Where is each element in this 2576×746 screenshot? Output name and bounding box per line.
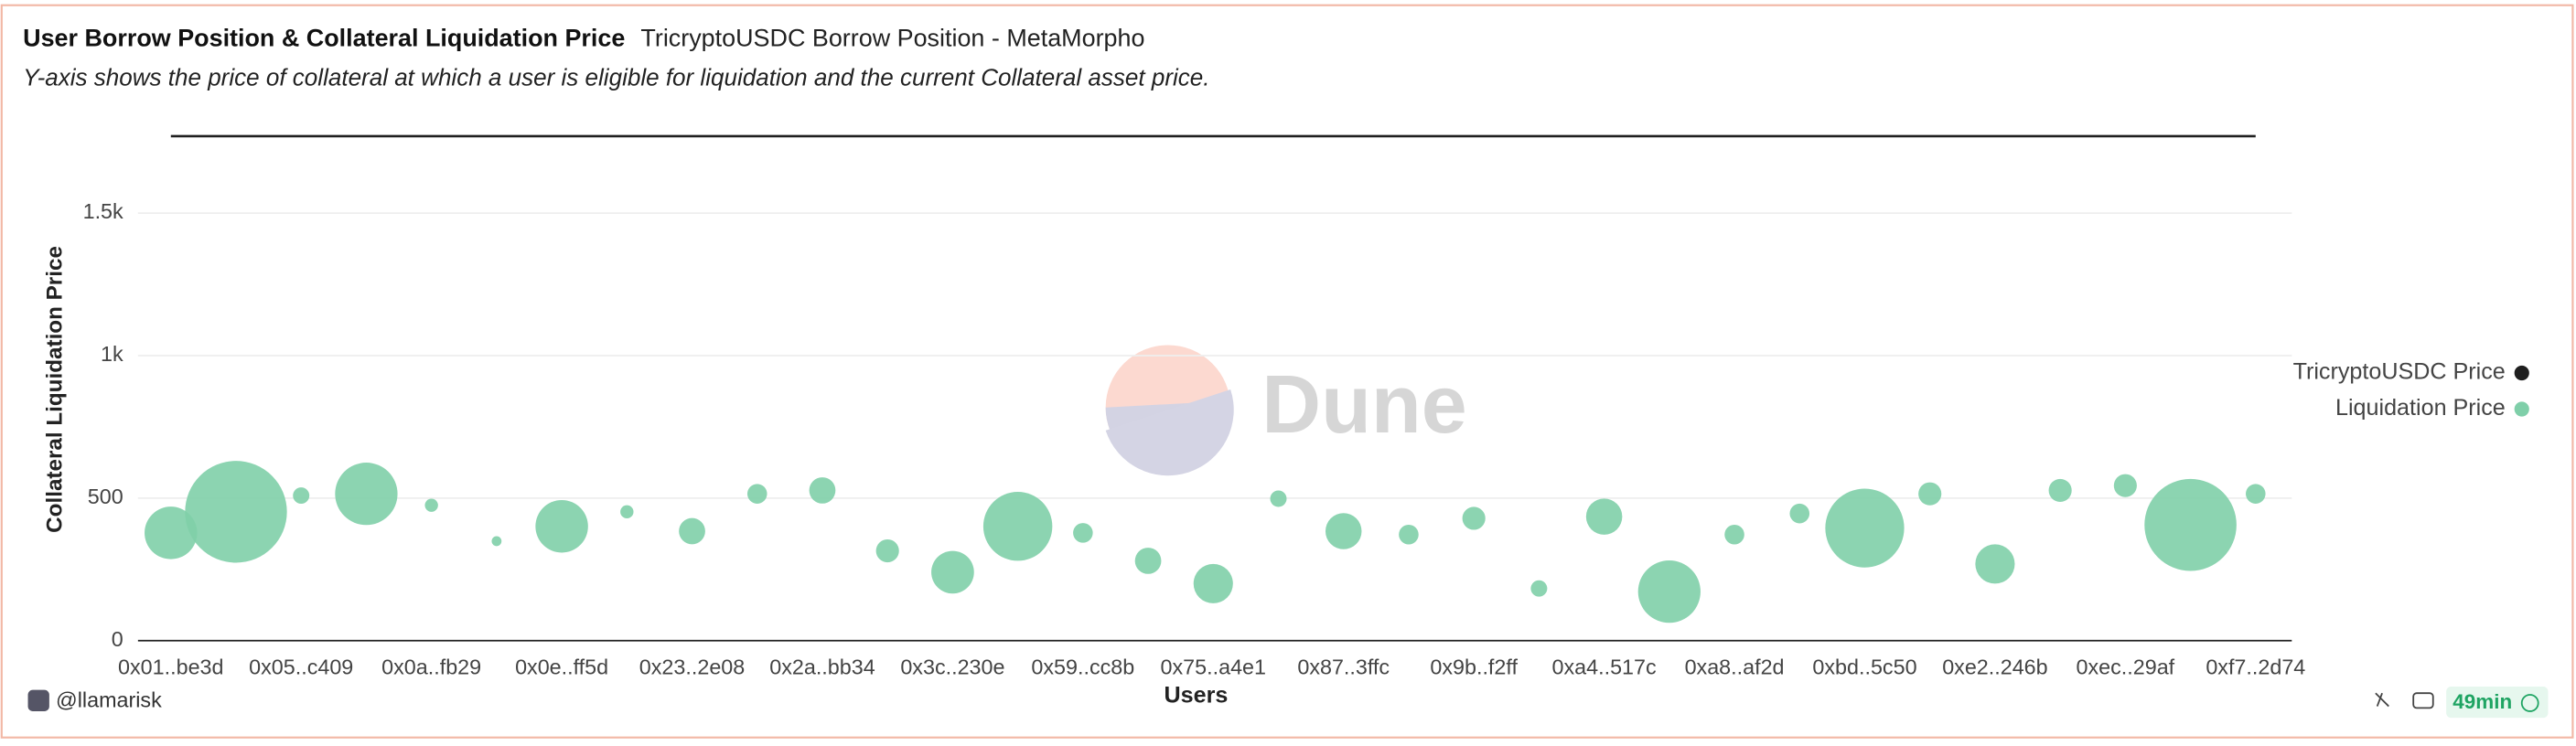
age: 49min [2453,690,2512,713]
legend-swatch [2514,401,2529,417]
x-tick-label: 0x2a..bb34 [769,655,875,678]
bubble [1073,523,1093,543]
x-axis-label: Users [1165,682,1229,708]
legend-swatch [2514,365,2529,381]
x-tick-label: 0xe2..246b [1942,655,2047,678]
bubble [1530,580,1548,597]
x-tick-label: 0x05..c409 [249,655,353,678]
legend-label: Liquidation Price [2335,395,2506,421]
bubble [185,461,287,563]
y-tick-label: 1k [101,342,123,366]
x-tick-label: 0xf7..2d74 [2206,655,2305,678]
chart-title: User Borrow Position & Collateral Liquid… [23,25,625,52]
chart-subtitle: TricryptoUSDC Borrow Position - MetaMorp… [640,25,1144,52]
bubble [1724,524,1744,545]
bubble [1134,548,1162,574]
bubble [1637,560,1701,623]
y-tick-label: 500 [88,485,123,508]
x-tick-label: 0x0a..fb29 [381,655,481,678]
bubble [2246,484,2266,504]
x-tick-label: 0x23..2e08 [639,655,745,678]
bubble [982,492,1053,561]
bubble [2144,478,2237,571]
bubble [1789,503,1810,524]
bubble [1918,482,1942,506]
x-tick-label: 0x0e..ff5d [515,655,608,678]
x-tick-label: 0x87..3ffc [1297,655,1390,678]
x-tick-label: 0x59..cc8b [1031,655,1134,678]
legend: TricryptoUSDC Price Liquidation Price [2293,359,2506,421]
camera-icon[interactable] [2412,692,2434,709]
bubble [809,477,836,504]
age-badge [2446,687,2549,719]
x-tick-label: 0xa4..517c [1552,655,1657,678]
bubble [424,498,438,512]
bubble [1270,490,1287,507]
bubble [746,484,767,504]
card-border [0,4,2574,739]
chart-description: Y-axis shows the price of collateral at … [23,63,1209,91]
bubble [1399,524,1419,545]
check-icon [2520,694,2539,712]
y-axis-label: Collateral Liquidation Price [42,246,67,533]
bubble [679,517,705,545]
watermark: Dune [1261,359,1466,451]
x-tick-label: 0xa8..af2d [1685,655,1785,678]
bubble [1193,563,1233,603]
bubble [491,536,502,547]
bubble [335,463,398,526]
author-avatar [27,689,49,711]
x-tick-label: 0x01..be3d [118,655,223,678]
x-tick-label: 0xec..29af [2077,655,2175,678]
bubble [1325,513,1362,549]
x-tick-label: 0x9b..f2ff [1430,655,1518,678]
bubble [620,505,634,519]
watermark-logo-half [1105,389,1234,476]
bubble [2113,474,2137,497]
fork-icon[interactable] [2375,692,2389,708]
bubble [1462,506,1486,530]
bubble [2048,478,2072,503]
author[interactable]: @llamarisk [56,687,162,711]
y-tick-label: 0 [112,627,123,651]
x-tick-label: 0xbd..5c50 [1812,655,1916,678]
bubble [145,506,198,560]
bubble [1585,498,1623,535]
y-tick-label: 1.5k [83,199,123,223]
legend-label: TricryptoUSDC Price [2293,359,2506,385]
bubble [1975,544,2015,584]
bubble [931,550,974,594]
bubble [1825,488,1905,568]
x-tick-label: 0x75..a4e1 [1161,655,1266,678]
bubble [875,538,899,563]
x-tick-label: 0x3c..230e [900,655,1004,678]
bubble [293,487,310,505]
bubble [535,499,588,553]
